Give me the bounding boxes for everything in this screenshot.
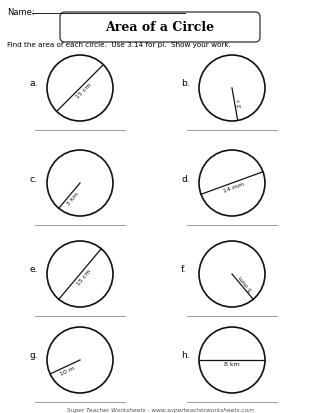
Text: h.: h. — [181, 351, 190, 361]
FancyBboxPatch shape — [60, 12, 260, 42]
Text: Name:: Name: — [7, 8, 35, 17]
Text: c.: c. — [29, 175, 37, 183]
Text: 15 cm: 15 cm — [75, 83, 92, 100]
Text: a.: a. — [29, 79, 37, 88]
Text: 8 km: 8 km — [224, 363, 240, 368]
Text: 15 cm: 15 cm — [76, 268, 92, 286]
Text: e.: e. — [29, 266, 38, 275]
Text: Area of a Circle: Area of a Circle — [105, 21, 214, 34]
Text: Find the area of each circle.  Use 3.14 for pi.  Show your work.: Find the area of each circle. Use 3.14 f… — [7, 42, 231, 48]
Text: d.: d. — [181, 175, 190, 183]
Text: 5 mm: 5 mm — [239, 275, 254, 292]
Text: 2 r: 2 r — [237, 99, 243, 108]
Text: f.: f. — [181, 266, 187, 275]
Text: b.: b. — [181, 79, 190, 88]
Text: 3 km: 3 km — [66, 191, 80, 206]
Text: 10 m: 10 m — [59, 366, 75, 377]
Text: 14 mm: 14 mm — [222, 182, 245, 194]
Text: g.: g. — [29, 351, 38, 361]
Text: Super Teacher Worksheets - www.superteacherworksheets.com: Super Teacher Worksheets - www.superteac… — [67, 408, 254, 413]
